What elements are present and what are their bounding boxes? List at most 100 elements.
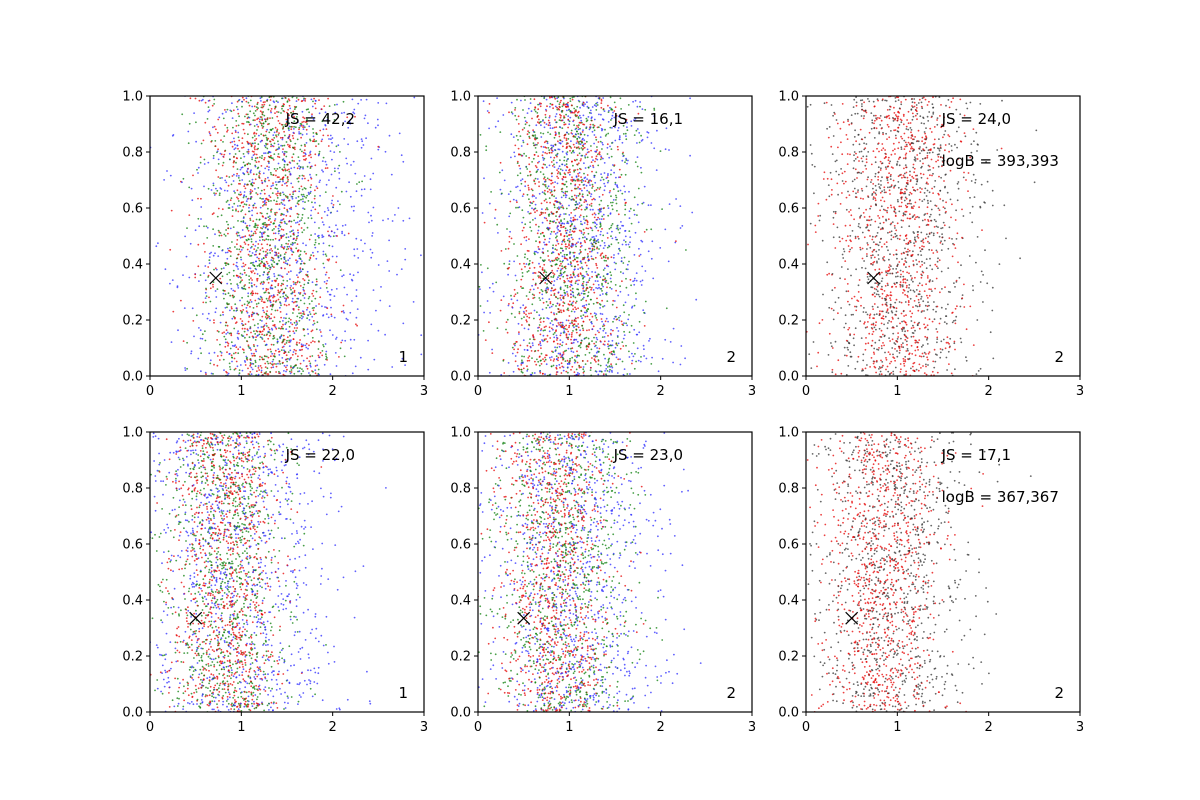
point-blue: [521, 178, 524, 181]
point-green: [562, 271, 565, 274]
point-red: [540, 102, 542, 105]
point-red: [258, 175, 260, 177]
point-red: [539, 318, 541, 321]
point-green: [260, 96, 263, 99]
point-green: [272, 222, 275, 225]
point-blue: [300, 343, 303, 346]
point-red: [235, 274, 238, 277]
point-green: [605, 373, 607, 376]
point-green: [490, 191, 492, 193]
point-green: [201, 333, 204, 336]
point-green: [261, 227, 264, 230]
point-blue: [307, 333, 310, 335]
point-red: [532, 278, 535, 281]
point-green: [552, 333, 555, 336]
point-blue: [560, 273, 563, 276]
point-red: [278, 372, 280, 375]
point-green: [544, 259, 546, 261]
point-red: [251, 311, 254, 314]
point-green: [573, 209, 575, 211]
point-blue: [350, 164, 352, 166]
point-blue: [201, 337, 204, 340]
point-blue: [302, 99, 305, 101]
point-red: [529, 288, 532, 291]
point-red: [230, 354, 233, 357]
point-red: [342, 304, 345, 307]
point-green: [286, 180, 289, 183]
point-red: [572, 111, 574, 114]
point-blue: [561, 353, 564, 356]
point-red: [525, 319, 528, 322]
point-blue: [329, 329, 331, 332]
point-blue: [331, 245, 334, 248]
point-blue: [372, 172, 375, 175]
point-red: [604, 254, 607, 257]
point-red: [265, 322, 268, 325]
point-blue: [606, 232, 609, 235]
point-blue: [608, 370, 611, 373]
point-green: [629, 207, 632, 210]
point-red: [246, 171, 249, 174]
point-blue: [230, 287, 233, 290]
point-blue: [283, 234, 285, 236]
point-green: [233, 368, 236, 371]
point-blue: [598, 370, 601, 373]
point-green: [240, 210, 243, 213]
point-blue: [591, 322, 593, 325]
point-green: [596, 146, 598, 148]
point-blue: [629, 373, 631, 375]
point-green: [275, 183, 278, 186]
point-red: [256, 279, 259, 282]
point-red: [264, 178, 267, 180]
point-green: [615, 199, 617, 201]
point-red: [555, 367, 558, 370]
point-green: [296, 315, 299, 318]
point-blue: [552, 323, 554, 326]
point-blue: [521, 221, 523, 224]
point-red: [619, 176, 622, 179]
point-green: [580, 315, 582, 317]
point-blue: [241, 166, 244, 169]
point-red: [253, 182, 255, 185]
point-red: [578, 229, 581, 232]
point-blue: [324, 343, 327, 345]
point-red: [243, 271, 246, 274]
point-green: [308, 111, 310, 114]
point-green: [640, 171, 643, 174]
point-red: [248, 123, 251, 126]
point-blue: [331, 255, 334, 258]
point-green: [575, 300, 578, 303]
point-blue: [589, 184, 591, 187]
point-red: [265, 260, 268, 263]
point-green: [240, 276, 242, 279]
point-green: [303, 195, 306, 198]
point-blue: [264, 167, 267, 170]
point-green: [254, 110, 257, 112]
point-blue: [293, 283, 295, 286]
point-green: [595, 171, 598, 174]
point-green: [326, 116, 329, 119]
point-blue: [616, 372, 619, 374]
point-green: [300, 193, 303, 196]
point-blue: [672, 327, 675, 330]
point-red: [241, 96, 244, 99]
point-red: [302, 329, 305, 331]
point-blue: [548, 298, 551, 300]
point-blue: [585, 199, 587, 202]
point-red: [257, 117, 260, 120]
point-green: [561, 190, 563, 193]
point-red: [231, 294, 234, 297]
point-blue: [643, 355, 645, 357]
point-green: [639, 105, 641, 108]
point-blue: [198, 280, 200, 282]
point-blue: [255, 350, 258, 353]
point-blue: [319, 287, 322, 289]
point-blue: [548, 164, 551, 167]
point-green: [229, 247, 231, 249]
point-blue: [309, 190, 312, 193]
point-green: [216, 215, 219, 218]
point-green: [610, 119, 612, 121]
point-blue: [599, 276, 602, 279]
point-green: [603, 353, 605, 356]
point-blue: [508, 215, 511, 218]
